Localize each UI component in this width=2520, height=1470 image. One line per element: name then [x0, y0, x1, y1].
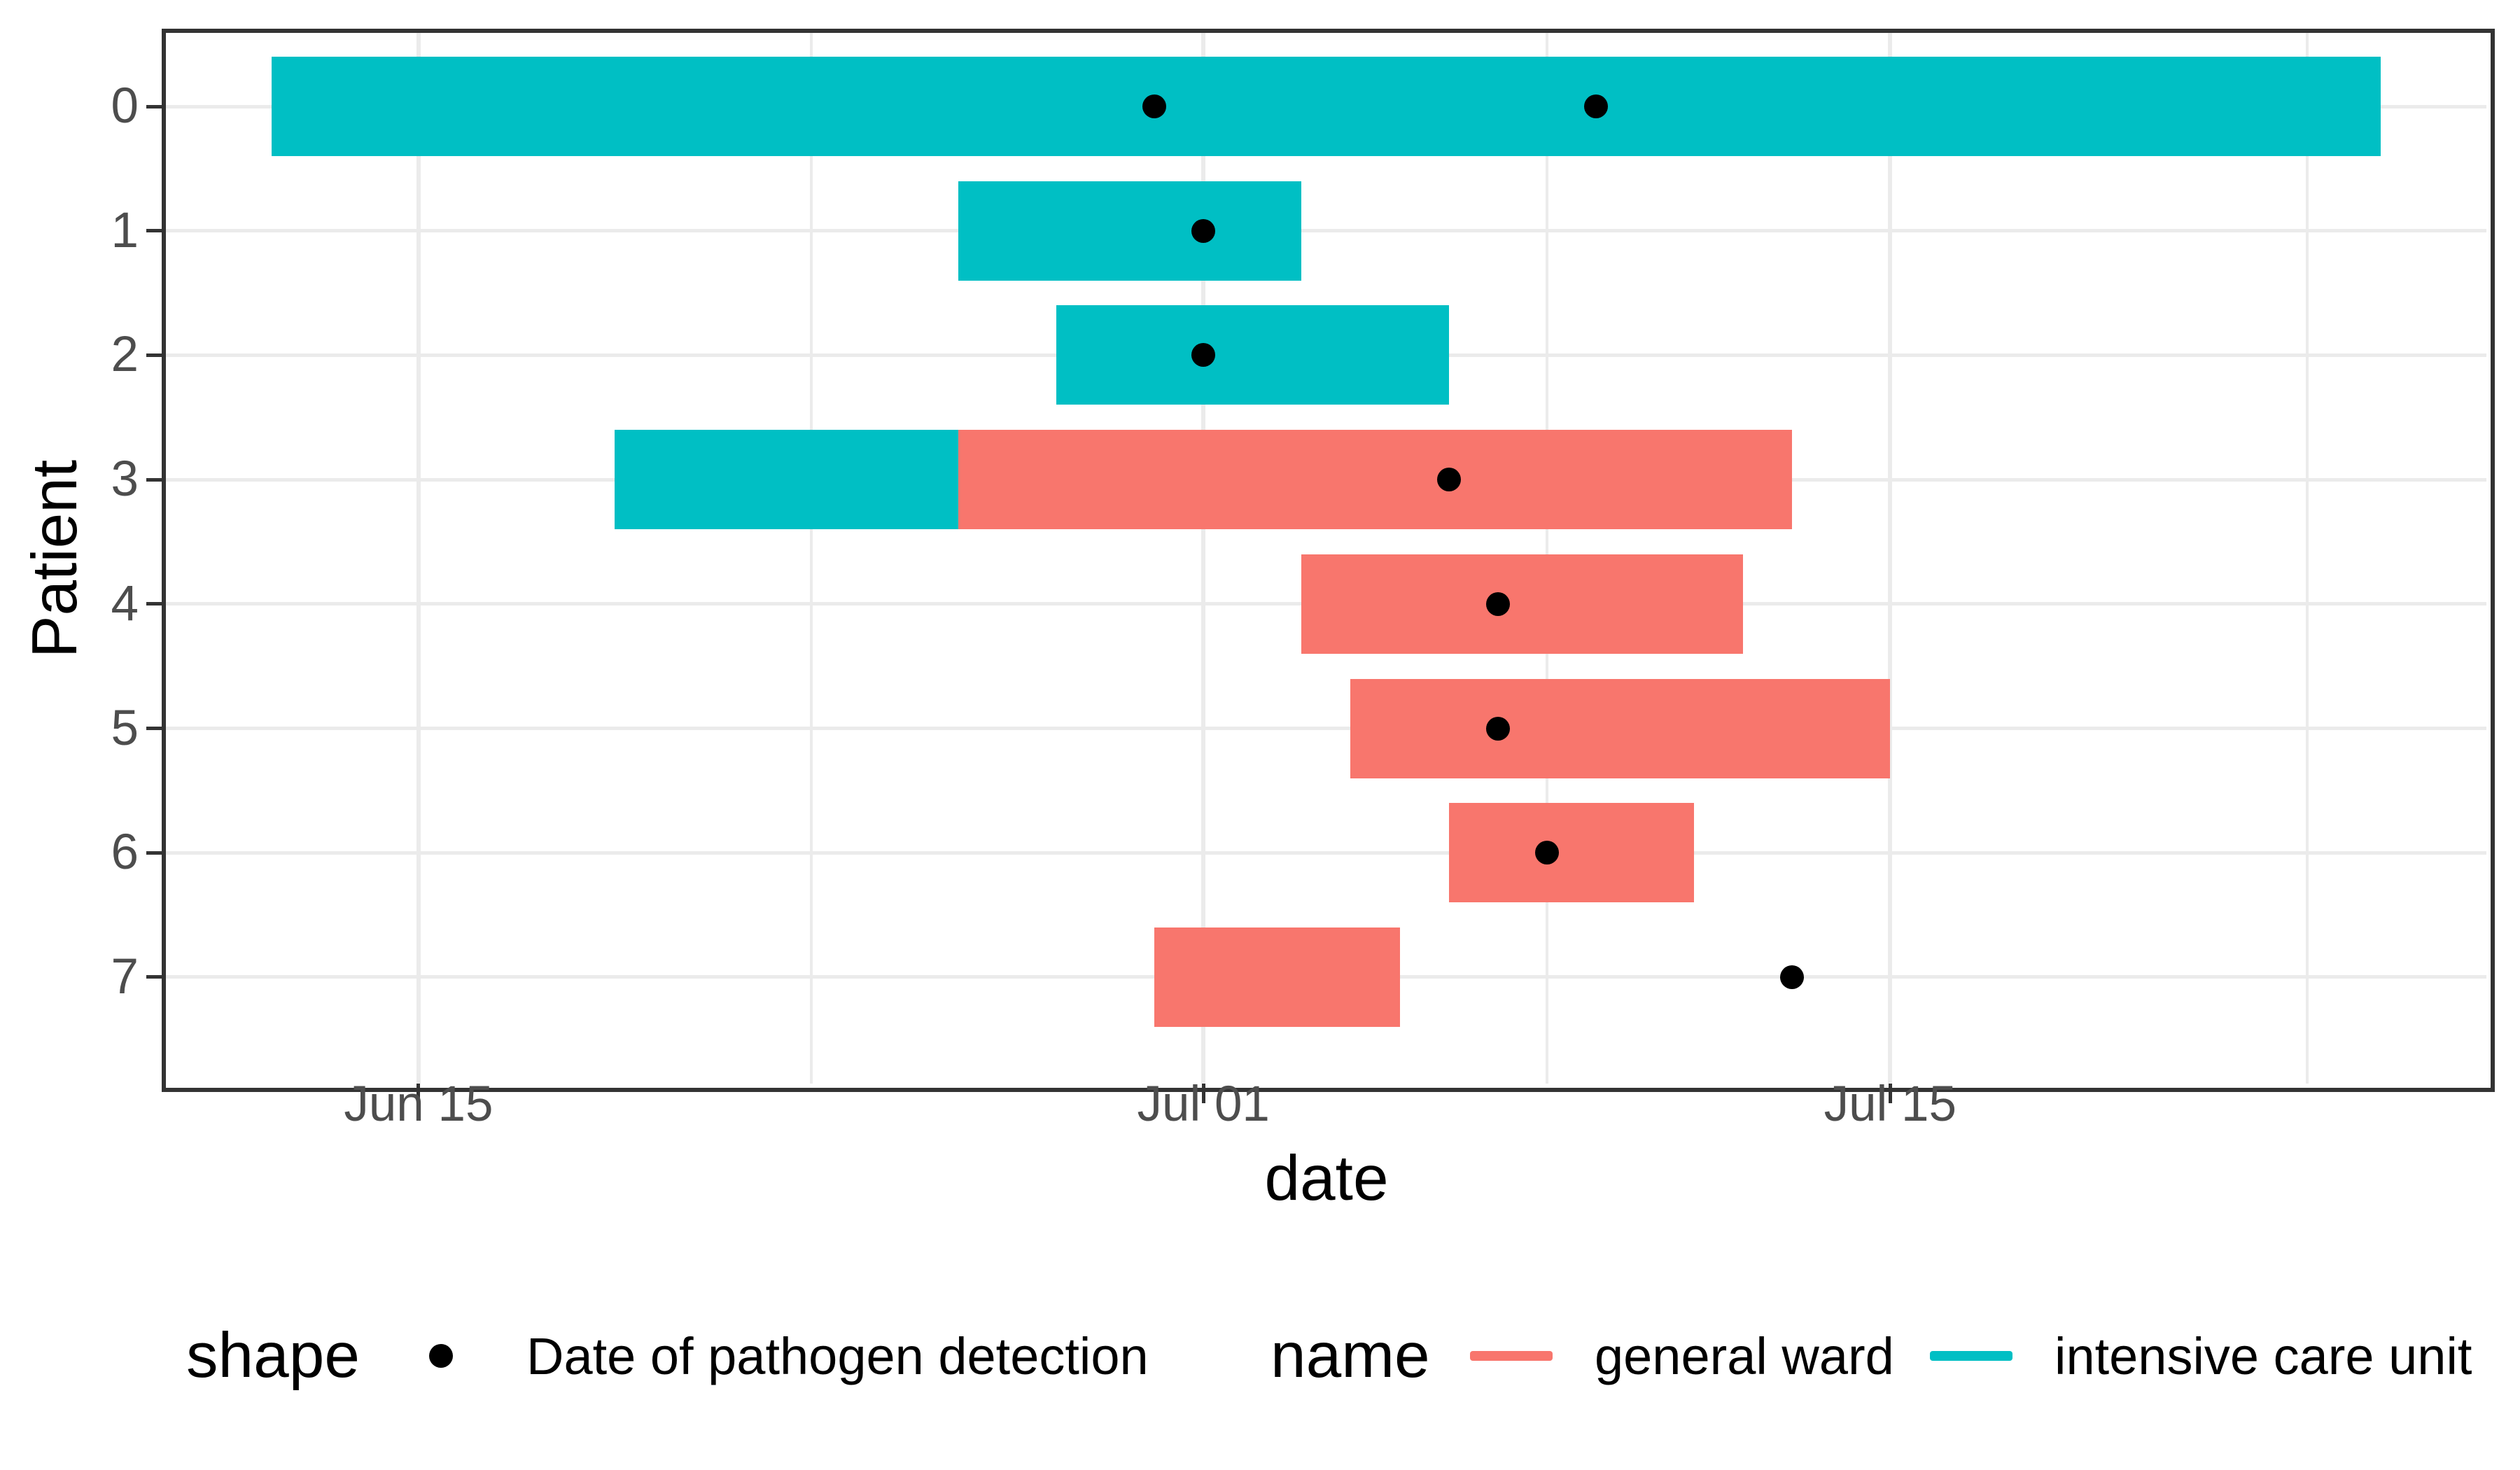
plot-panel: [162, 29, 2495, 1092]
y-tick-label-1: 1: [111, 202, 139, 258]
general-ward-legend-key-icon: [1470, 1351, 1553, 1361]
intensive-care-unit-legend-key-icon: [1930, 1351, 2012, 1361]
legend-shape-item-label: Date of pathogen detection: [526, 1327, 1149, 1385]
legend-intensive-care-unit-label: intensive care unit: [2054, 1327, 2472, 1385]
y-tick-mark-4: [146, 602, 166, 606]
y-gridline-1: [166, 229, 2486, 233]
y-tick-label-3: 3: [111, 451, 139, 507]
y-gridline-6: [166, 850, 2486, 855]
y-tick-mark-6: [146, 850, 166, 855]
x-tick-label-Jul-15: Jul 15: [1823, 1077, 1957, 1132]
x-tick-mark-Jul-15: [1888, 1084, 1892, 1103]
detection-dot-patient-7: [1780, 965, 1805, 989]
legend-shape-title: shape: [186, 1320, 360, 1391]
detection-dot-patient-0: [1583, 94, 1608, 118]
y-tick-label-0: 0: [111, 78, 139, 134]
x-tick-mark-Jul-01: [1201, 1084, 1205, 1103]
stay-bar-patient-6-general-ward: [1448, 803, 1694, 903]
stay-bar-patient-3-intensive-care-unit: [615, 430, 958, 530]
x-minor-gridline: [809, 33, 813, 1084]
detection-dot-legend-key-icon: [429, 1344, 453, 1368]
stay-bar-patient-1-intensive-care-unit: [958, 181, 1302, 281]
legend-general-ward-label: general ward: [1595, 1327, 1894, 1385]
legend-name-title: name: [1270, 1320, 1430, 1391]
x-major-gridline-Jul-01: [1201, 33, 1206, 1084]
y-tick-mark-0: [146, 104, 166, 108]
y-tick-label-4: 4: [111, 575, 139, 631]
stay-bar-patient-2-intensive-care-unit: [1056, 305, 1449, 405]
x-tick-label-Jun-15: Jun 15: [344, 1077, 493, 1132]
y-tick-label-7: 7: [111, 948, 139, 1004]
x-tick-mark-Jun-15: [416, 1084, 421, 1103]
detection-dot-patient-6: [1534, 841, 1559, 865]
detection-dot-patient-0: [1142, 94, 1167, 118]
y-tick-mark-3: [146, 477, 166, 482]
detection-dot-patient-4: [1485, 592, 1510, 616]
stay-bar-patient-0-intensive-care-unit: [271, 57, 2381, 156]
x-axis-title: date: [1264, 1143, 1389, 1214]
y-tick-label-2: 2: [111, 327, 139, 383]
detection-dot-patient-3: [1436, 468, 1461, 492]
y-gridline-5: [166, 727, 2486, 731]
x-minor-gridline: [2305, 33, 2309, 1084]
y-tick-label-6: 6: [111, 825, 139, 881]
x-tick-label-Jul-01: Jul 01: [1137, 1077, 1270, 1132]
y-tick-label-5: 5: [111, 700, 139, 756]
y-tick-mark-2: [146, 353, 166, 357]
detection-dot-patient-2: [1191, 343, 1216, 368]
y-tick-mark-5: [146, 727, 166, 731]
y-axis-title: Patient: [20, 459, 90, 659]
y-tick-mark-7: [146, 975, 166, 979]
x-major-gridline-Jul-15: [1888, 33, 1893, 1084]
x-major-gridline-Jun-15: [416, 33, 421, 1084]
detection-dot-patient-1: [1191, 218, 1216, 243]
detection-dot-patient-5: [1485, 716, 1510, 741]
stay-bar-patient-5-general-ward: [1350, 678, 1891, 778]
y-tick-mark-1: [146, 229, 166, 233]
stay-bar-patient-4-general-ward: [1301, 554, 1744, 654]
stay-bar-patient-3-general-ward: [958, 430, 1793, 530]
stay-bar-patient-7-general-ward: [1154, 927, 1400, 1027]
